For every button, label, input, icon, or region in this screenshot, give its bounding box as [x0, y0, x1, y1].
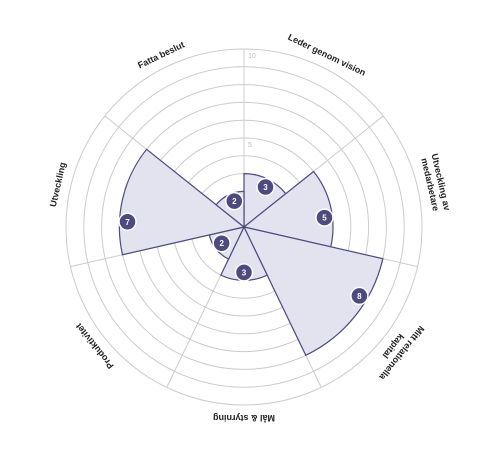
value-label: 3 [242, 268, 247, 277]
sector-2 [242, 170, 334, 248]
value-badge [256, 177, 275, 197]
radial-tick-labels: 5 10 [248, 53, 256, 149]
value-label: 3 [263, 183, 268, 192]
category-label-line: Produktivitet [74, 321, 116, 370]
value-badge [212, 233, 231, 253]
value-label: 8 [357, 292, 362, 301]
value-label: 5 [322, 214, 327, 223]
value-badge [315, 208, 334, 227]
sector-6 [118, 148, 246, 256]
category-label: Utveckling [48, 161, 68, 208]
sector-3 [242, 226, 384, 357]
category-label-line: Fatta beslut [136, 39, 186, 70]
value-badge [234, 263, 254, 282]
category-label: Fatta beslut [136, 39, 186, 70]
category-label-line: Utveckling [48, 161, 68, 208]
value-label: 7 [125, 218, 130, 227]
category-label-line: Mål & styrning [213, 413, 275, 423]
category-label: Mål & styrning [213, 413, 275, 423]
category-label-line: Leder genom vision [286, 32, 367, 78]
value-badge [118, 212, 137, 232]
value-badges: 3 5 8 3 2 7 2 [118, 177, 369, 306]
value-label: 2 [232, 197, 237, 206]
tick-label: 10 [248, 53, 256, 60]
value-badge [225, 191, 244, 211]
category-label: Leder genom vision [286, 32, 367, 78]
value-badge [350, 286, 369, 306]
tick-label: 5 [248, 142, 252, 149]
value-label: 2 [219, 239, 224, 248]
category-label: Produktivitet [74, 321, 116, 370]
